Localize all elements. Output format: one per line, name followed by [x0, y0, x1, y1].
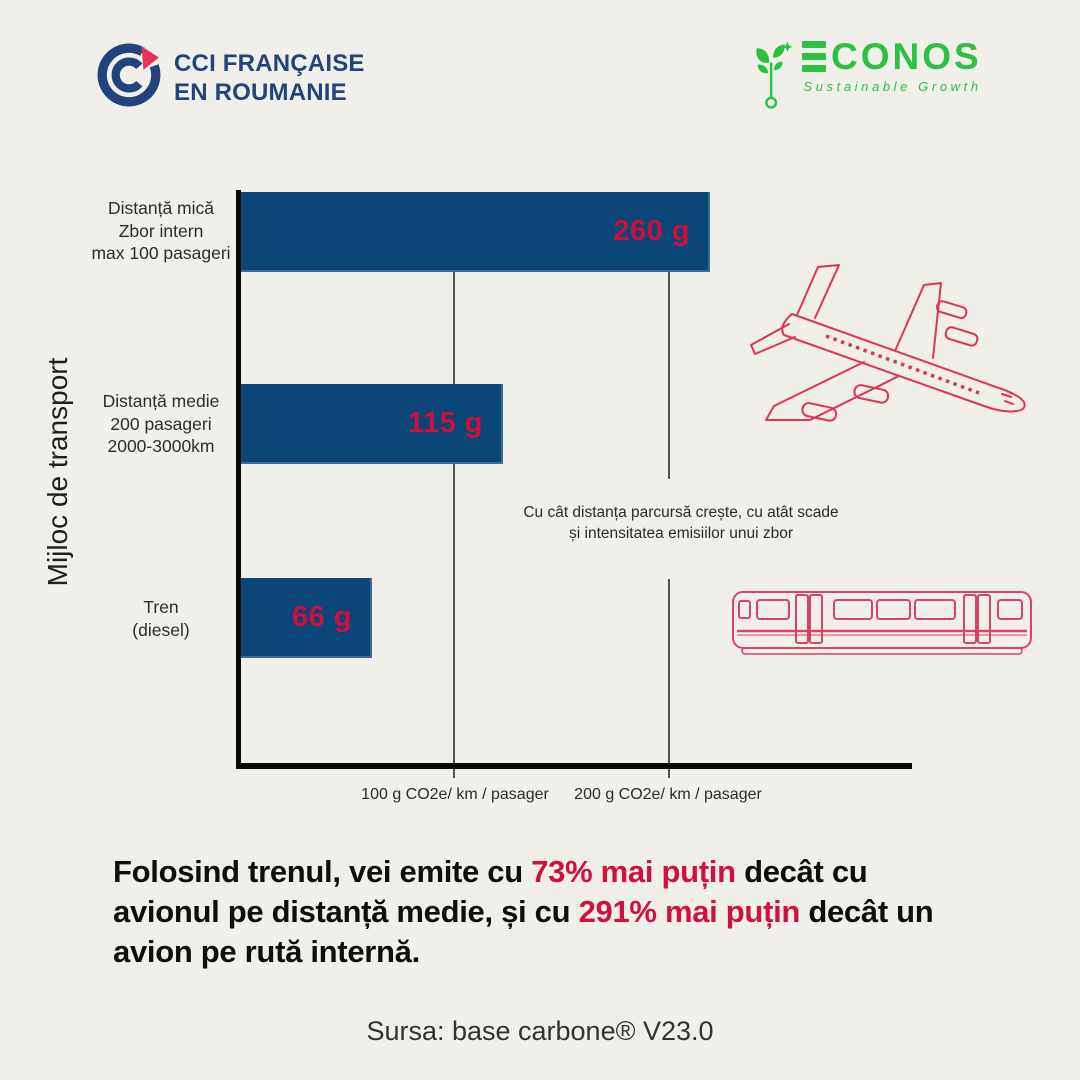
gridline-200-lower [668, 579, 670, 778]
cci-logo: CCI FRANÇAISE EN ROUMANIE [96, 42, 365, 113]
bar-plane-medium: 115 g [241, 384, 503, 464]
headline-text: avion pe rută internă. [113, 934, 420, 969]
headline-line: avionul pe distanță medie, și cu 291% ma… [113, 892, 1033, 932]
headline-text: Folosind trenul, vei emite cu [113, 854, 532, 889]
econos-tagline: Sustainable Growth [803, 79, 982, 94]
x-tick-200: 200 g CO2e/ km / pasager [574, 786, 762, 803]
headline: Folosind trenul, vei emite cu 73% mai pu… [113, 852, 1033, 972]
headline-highlight: 73% mai puțin [531, 854, 736, 889]
bar-train: 66 g [241, 578, 372, 658]
category-label-plane-short: Distanță mică Zbor intern max 100 pasage… [91, 198, 231, 263]
train-icon [732, 591, 1032, 655]
x-axis-line [236, 763, 912, 769]
y-axis-line [236, 190, 241, 769]
gridline-100 [453, 272, 455, 778]
chart-annotation: Cu cât distanța parcursă crește, cu atât… [523, 504, 839, 542]
category-label-train: Tren (diesel) [132, 597, 190, 640]
headline-text: decât cu [735, 854, 868, 889]
airplane-icon [750, 264, 1026, 422]
headline-highlight: 291% mai puțin [578, 894, 801, 929]
bar-value-label: 260 g [613, 214, 690, 247]
headline-text: avionul pe distanță medie, și cu [113, 894, 579, 929]
bar-value-label: 115 g [407, 406, 483, 439]
cci-logo-line2: EN ROUMANIE [174, 78, 347, 106]
bar-value-label: 66 g [291, 600, 352, 633]
econos-name: CONOS [831, 36, 982, 77]
airplane-illustration [746, 254, 1038, 446]
headline-line: Folosind trenul, vei emite cu 73% mai pu… [113, 852, 1033, 892]
train-illustration [730, 586, 1034, 664]
cci-logo-icon [96, 42, 162, 113]
econos-logo: CONOS Sustainable Growth [752, 38, 982, 117]
cci-logo-text: CCI FRANÇAISE EN ROUMANIE [174, 49, 365, 107]
source-caption: Sursa: base carbone® V23.0 [366, 1016, 714, 1046]
gridline-200-upper [668, 272, 670, 479]
bar-plane-short: 260 g [241, 192, 710, 272]
category-label-plane-medium: Distanță medie 200 pasageri 2000-3000km [102, 391, 220, 456]
econos-e-icon [802, 41, 826, 72]
sprout-icon [752, 38, 796, 117]
x-tick-100: 100 g CO2e/ km / pasager [361, 786, 549, 803]
headline-text: decât un [800, 894, 934, 929]
econos-wordmark: CONOS Sustainable Growth [802, 38, 982, 94]
cci-logo-line1: CCI FRANÇAISE [174, 49, 365, 77]
headline-line: avion pe rută internă. [113, 932, 1033, 972]
